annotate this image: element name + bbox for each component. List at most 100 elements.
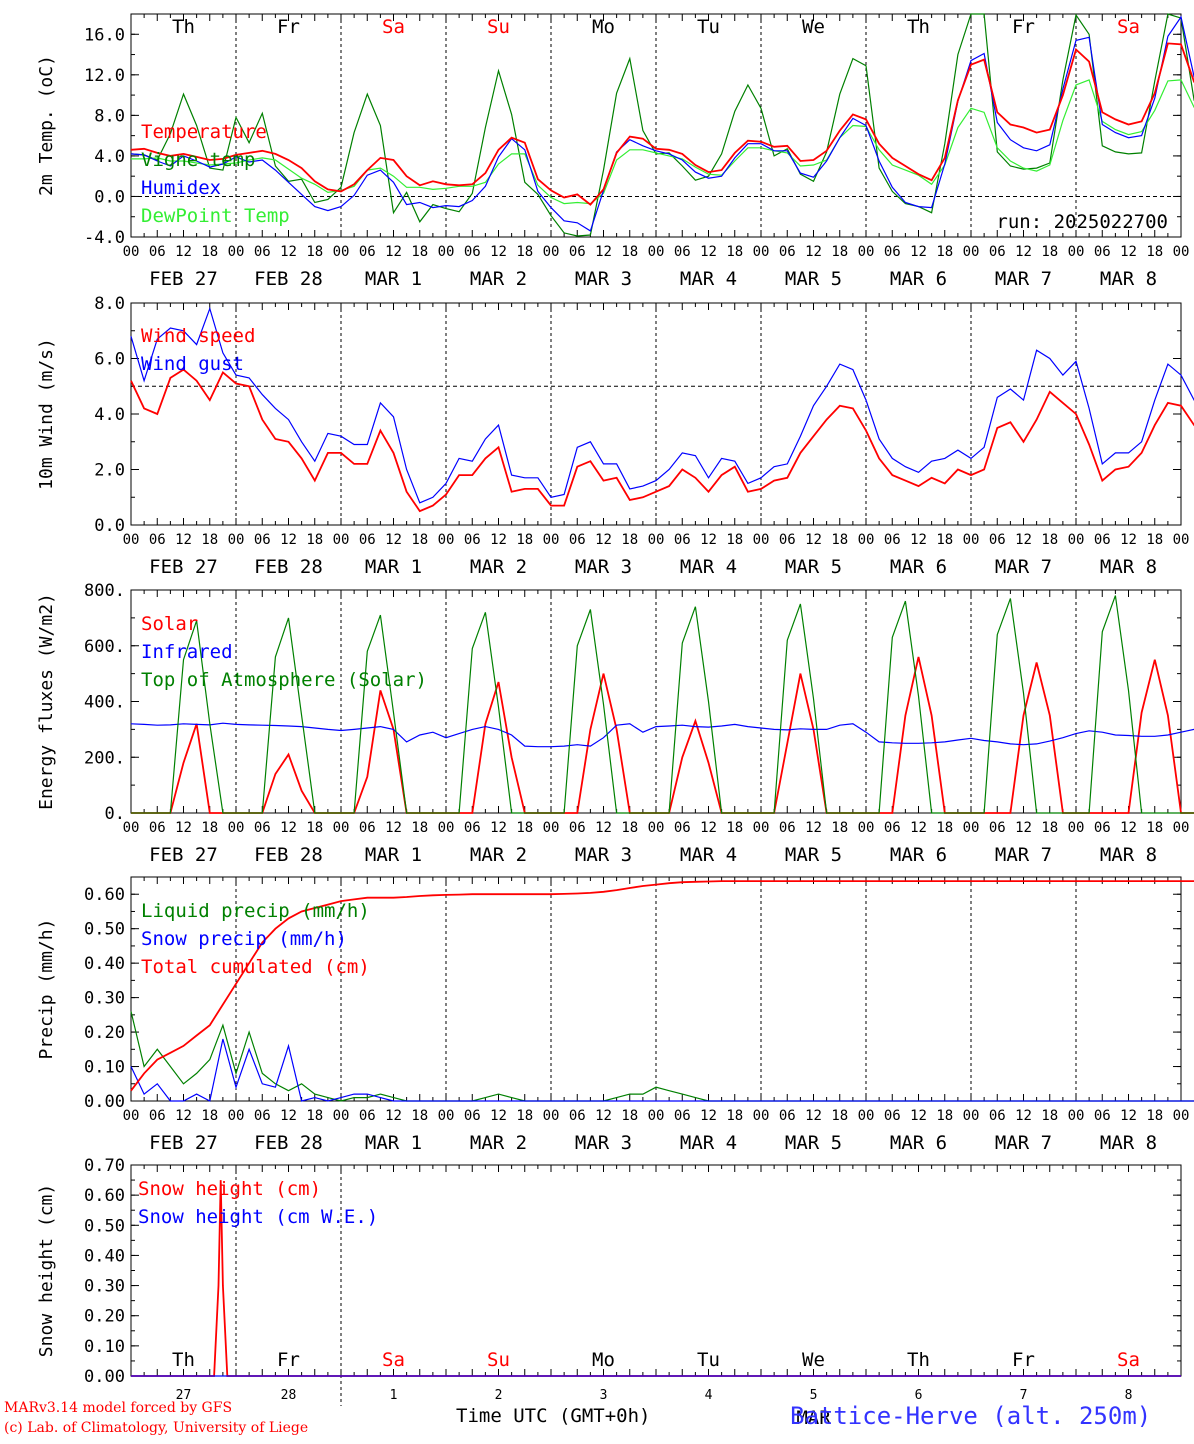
hour-tick-label: 06 (884, 532, 901, 548)
series-line-wind-gust (130, 306, 1194, 504)
hour-tick-label: 00 (123, 820, 140, 836)
y-tick-label: 0.40 (84, 954, 125, 974)
hour-tick-label: 18 (726, 1108, 743, 1124)
date-label: FEB 27 (149, 1132, 218, 1154)
y-tick-label: 0.20 (84, 1023, 125, 1043)
footer-model: MARv3.14 model forced by GFS (4, 1400, 233, 1416)
y-tick-label: 0.20 (84, 1307, 125, 1327)
hour-tick-label: 06 (674, 820, 691, 836)
hour-tick-label: 18 (306, 244, 323, 260)
hour-tick-label: 06 (149, 244, 166, 260)
hour-tick-label: 12 (385, 532, 402, 548)
date-label: MAR 7 (995, 844, 1052, 866)
hour-tick-label: 06 (779, 820, 796, 836)
hour-tick-label: 00 (438, 1108, 455, 1124)
hour-tick-label: 06 (464, 244, 481, 260)
hour-tick-label: 12 (595, 244, 612, 260)
y-axis-label: Energy fluxes (W/m2) (36, 593, 57, 810)
weekday-label: Fr (1012, 16, 1035, 38)
hour-tick-label: 12 (1015, 1108, 1032, 1124)
hour-tick-label: 06 (359, 244, 376, 260)
hour-tick-label: 00 (648, 1108, 665, 1124)
hour-tick-label: 12 (805, 532, 822, 548)
hour-tick-label: 00 (1173, 532, 1190, 548)
y-tick-label: 16.0 (84, 25, 125, 45)
date-label: MAR 4 (680, 268, 737, 290)
weekday-label: Th (172, 1349, 195, 1371)
y-tick-label: 0.60 (84, 1186, 125, 1206)
y-tick-label: -4.0 (84, 228, 125, 248)
hour-tick-label: 18 (831, 244, 848, 260)
day-number-label: 1 (390, 1388, 398, 1403)
hour-tick-label: 06 (884, 820, 901, 836)
hour-tick-label: 18 (516, 1108, 533, 1124)
legend-entry: Infrared (141, 641, 233, 663)
hour-tick-label: 18 (201, 532, 218, 548)
hour-tick-label: 18 (1146, 820, 1163, 836)
date-label: MAR 2 (470, 1132, 527, 1154)
month-label: MAR (796, 1407, 831, 1429)
weekday-label: We (802, 16, 825, 38)
hour-tick-label: 18 (306, 820, 323, 836)
footer-credit: (c) Lab. of Climatology, University of L… (4, 1420, 309, 1436)
legend-entry: Solar (141, 613, 198, 635)
hour-tick-label: 18 (516, 820, 533, 836)
hour-tick-label: 06 (254, 1108, 271, 1124)
date-label: FEB 27 (149, 268, 218, 290)
y-tick-label: 0.50 (84, 1216, 125, 1236)
day-number-label: 28 (281, 1388, 297, 1403)
hour-tick-label: 00 (438, 820, 455, 836)
hour-tick-label: 12 (1120, 820, 1137, 836)
hour-tick-label: 12 (385, 820, 402, 836)
date-label: MAR 6 (890, 844, 947, 866)
hour-tick-label: 00 (543, 244, 560, 260)
hour-tick-label: 12 (280, 532, 297, 548)
hour-tick-label: 18 (1146, 1108, 1163, 1124)
date-label: MAR 4 (680, 556, 737, 578)
hour-tick-label: 00 (123, 244, 140, 260)
hour-tick-label: 00 (123, 1108, 140, 1124)
hour-tick-label: 06 (674, 532, 691, 548)
hour-tick-label: 00 (333, 1108, 350, 1124)
weekday-label: Th (907, 16, 930, 38)
hour-tick-label: 06 (1094, 532, 1111, 548)
y-tick-label: 0.30 (84, 989, 125, 1009)
date-label: MAR 6 (890, 1132, 947, 1154)
day-number-label: 27 (176, 1388, 192, 1403)
hour-tick-label: 12 (700, 820, 717, 836)
hour-tick-label: 12 (1015, 532, 1032, 548)
date-label: MAR 8 (1100, 556, 1157, 578)
hour-tick-label: 18 (1041, 820, 1058, 836)
hour-tick-label: 18 (306, 1108, 323, 1124)
hour-tick-label: 00 (228, 244, 245, 260)
hour-tick-label: 00 (1068, 1108, 1085, 1124)
series-line-snow-precip-mm-h- (130, 1038, 1194, 1102)
hour-tick-label: 12 (805, 1108, 822, 1124)
hour-tick-label: 18 (831, 532, 848, 548)
legend-entry: Humidex (141, 177, 221, 199)
hour-tick-label: 12 (1120, 244, 1137, 260)
hour-tick-label: 00 (648, 244, 665, 260)
hour-tick-label: 12 (595, 532, 612, 548)
hour-tick-label: 12 (280, 1108, 297, 1124)
hour-tick-label: 12 (385, 244, 402, 260)
plot-frame (130, 589, 1182, 814)
hour-tick-label: 18 (936, 820, 953, 836)
weekday-label: Sa (382, 16, 405, 38)
weekday-label: Fr (277, 16, 300, 38)
hour-tick-label: 06 (989, 244, 1006, 260)
date-label: MAR 8 (1100, 1132, 1157, 1154)
hour-tick-label: 00 (1173, 820, 1190, 836)
hour-tick-label: 18 (1146, 244, 1163, 260)
y-tick-label: 0.40 (84, 1246, 125, 1266)
hour-tick-label: 18 (936, 1108, 953, 1124)
y-tick-label: 0.0 (94, 516, 125, 536)
series-line-top-of-atmosphere-solar- (131, 595, 1194, 814)
date-label: FEB 28 (254, 844, 323, 866)
hour-tick-label: 00 (858, 820, 875, 836)
weekday-label: Tu (697, 16, 720, 38)
date-label: MAR 3 (575, 844, 632, 866)
y-tick-label: 0.30 (84, 1277, 125, 1297)
weekday-label: Sa (1117, 1349, 1140, 1371)
